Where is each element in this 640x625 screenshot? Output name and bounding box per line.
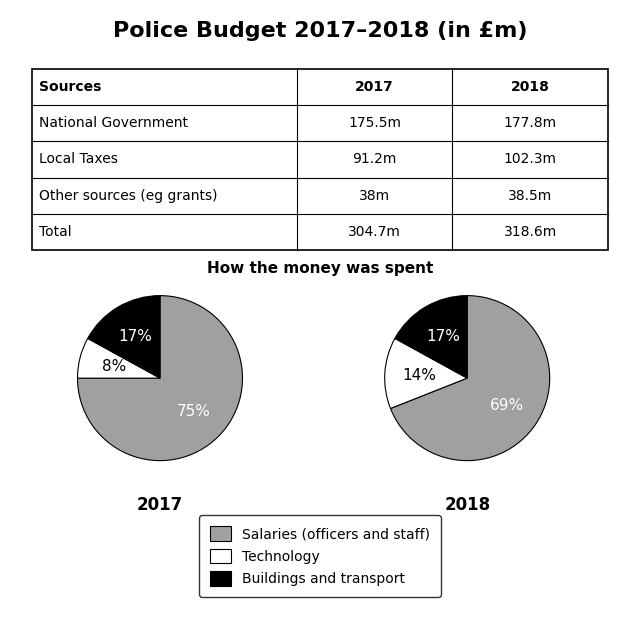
- Text: Local Taxes: Local Taxes: [39, 152, 118, 166]
- Text: 2017: 2017: [355, 80, 394, 94]
- Text: 14%: 14%: [403, 368, 436, 382]
- Legend: Salaries (officers and staff), Technology, Buildings and transport: Salaries (officers and staff), Technolog…: [199, 515, 441, 598]
- Text: 2017: 2017: [137, 496, 183, 514]
- Text: 177.8m: 177.8m: [504, 116, 557, 130]
- Text: Sources: Sources: [39, 80, 101, 94]
- Text: 2018: 2018: [511, 80, 550, 94]
- Text: 318.6m: 318.6m: [504, 225, 557, 239]
- Wedge shape: [77, 296, 243, 461]
- Text: 8%: 8%: [102, 359, 126, 374]
- Text: 17%: 17%: [426, 329, 460, 344]
- Wedge shape: [88, 296, 160, 378]
- Text: 69%: 69%: [490, 398, 524, 412]
- Wedge shape: [390, 296, 550, 461]
- Text: 38m: 38m: [359, 189, 390, 202]
- Text: Other sources (eg grants): Other sources (eg grants): [39, 189, 218, 202]
- Text: 175.5m: 175.5m: [348, 116, 401, 130]
- Text: 91.2m: 91.2m: [353, 152, 397, 166]
- Wedge shape: [395, 296, 467, 378]
- Text: Total: Total: [39, 225, 72, 239]
- Text: 38.5m: 38.5m: [508, 189, 552, 202]
- Text: 17%: 17%: [118, 329, 152, 344]
- Text: 102.3m: 102.3m: [504, 152, 557, 166]
- Text: 2018: 2018: [444, 496, 490, 514]
- Wedge shape: [385, 338, 467, 409]
- Text: National Government: National Government: [39, 116, 188, 130]
- Text: 75%: 75%: [177, 404, 211, 419]
- Text: Police Budget 2017–2018 (in £m): Police Budget 2017–2018 (in £m): [113, 21, 527, 41]
- FancyBboxPatch shape: [32, 69, 608, 250]
- Text: How the money was spent: How the money was spent: [207, 261, 433, 276]
- Text: 304.7m: 304.7m: [348, 225, 401, 239]
- Wedge shape: [77, 338, 160, 378]
